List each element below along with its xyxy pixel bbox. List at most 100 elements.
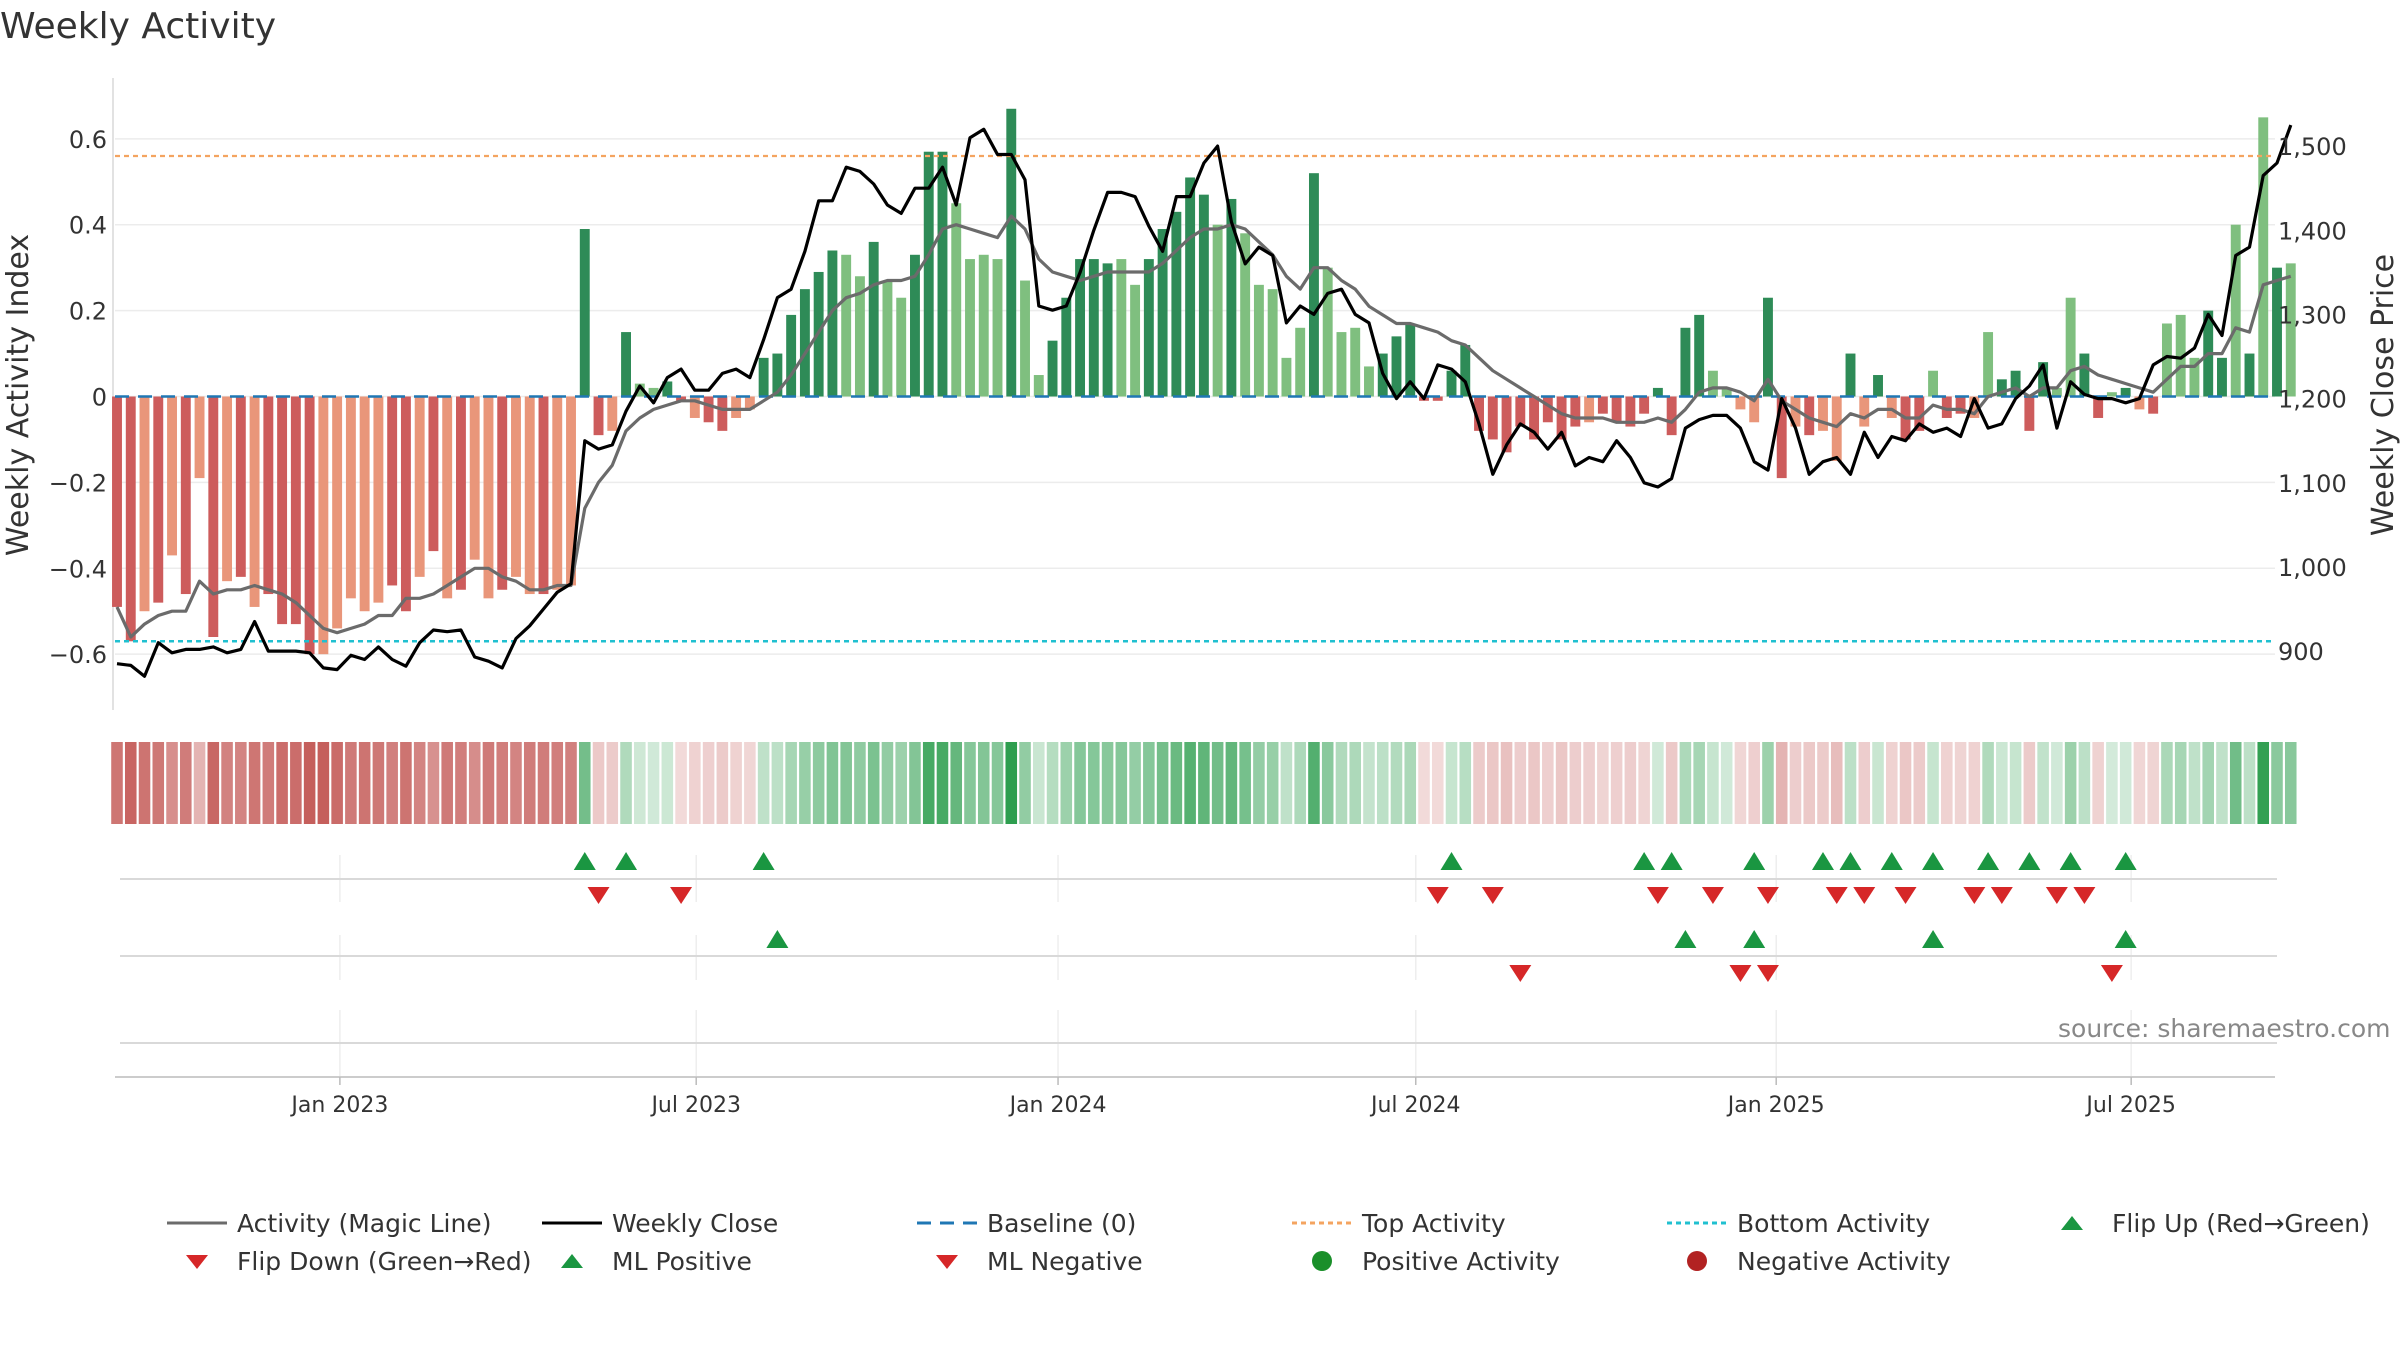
legend-item: Flip Down (Green→Red) — [165, 1246, 532, 1276]
heat-cell — [358, 742, 371, 824]
heat-cell — [565, 742, 577, 824]
activity-bar — [1198, 194, 1209, 397]
heat-cell — [2051, 742, 2063, 824]
legend-symbol — [1665, 1208, 1729, 1238]
heat-cell — [1115, 742, 1128, 824]
y-right-tick-label: 1,400 — [2278, 217, 2347, 245]
legend-item: Baseline (0) — [915, 1208, 1136, 1238]
flip-down-marker — [1894, 887, 1917, 904]
heat-cell — [895, 742, 907, 824]
activity-bar — [1749, 396, 1760, 423]
activity-bar — [1185, 177, 1196, 397]
heat-cell — [523, 742, 536, 824]
activity-bar — [2079, 353, 2090, 397]
heat-cell — [1528, 742, 1540, 824]
heat-cell — [1088, 742, 1100, 824]
heat-cell — [936, 742, 949, 824]
heat-cell — [757, 742, 770, 824]
heat-cell — [1583, 742, 1595, 824]
activity-bar — [1061, 297, 1072, 397]
heat-cell — [1954, 742, 1967, 824]
activity-bar — [442, 396, 453, 599]
ml-negative-marker — [1756, 965, 1779, 982]
heat-cell — [193, 742, 206, 824]
activity-bar — [2106, 392, 2117, 397]
activity-bar — [1928, 370, 1939, 397]
heat-cell — [2229, 742, 2242, 824]
heat-cell — [1720, 742, 1733, 824]
heat-cell — [2284, 742, 2297, 824]
heat-cell — [1390, 742, 1403, 824]
heat-cell — [1817, 742, 1829, 824]
flip-down-marker — [1825, 887, 1848, 904]
heat-cell — [1184, 742, 1196, 824]
activity-bar — [194, 396, 205, 479]
heat-cell — [496, 742, 509, 824]
heat-cell — [1211, 742, 1224, 824]
heat-cell — [1830, 742, 1843, 824]
heat-cell — [1321, 742, 1334, 824]
heat-cell — [2147, 742, 2159, 824]
heat-cell — [991, 742, 1004, 824]
heat-cell — [854, 742, 866, 824]
y-right-tick-label: 1,200 — [2278, 386, 2347, 414]
legend-symbol — [915, 1246, 979, 1276]
activity-bar — [1776, 396, 1787, 479]
heat-cell — [1665, 742, 1678, 824]
heat-cell — [661, 742, 674, 824]
activity-bar — [1680, 327, 1691, 397]
legend-symbol — [540, 1208, 604, 1238]
activity-bar — [799, 289, 810, 397]
legend-item: Activity (Magic Line) — [165, 1208, 491, 1238]
activity-bar — [304, 396, 315, 655]
heat-cell — [1459, 742, 1472, 824]
activity-bar — [1763, 297, 1773, 397]
heat-cell — [1046, 742, 1059, 824]
activity-bar — [235, 396, 246, 577]
heat-cell — [1266, 742, 1279, 824]
legend-symbol — [540, 1246, 604, 1276]
heat-cell — [675, 742, 687, 824]
heat-cell — [922, 742, 935, 824]
heat-cell — [606, 742, 619, 824]
activity-bar — [1983, 332, 1994, 397]
chart-title: Weekly Activity — [0, 6, 277, 47]
heat-cell — [2188, 742, 2201, 824]
heat-cell — [592, 742, 605, 824]
heat-cell — [262, 742, 275, 824]
y-right-axis-label: Weekly Close Price — [2366, 254, 2400, 536]
heat-cell — [1445, 742, 1458, 824]
activity-bar — [772, 353, 783, 397]
activity-bar — [524, 396, 535, 595]
activity-bar — [1405, 323, 1416, 397]
heat-cell — [1941, 742, 1953, 824]
heat-cell — [1198, 742, 1210, 824]
flip-up-marker — [1922, 852, 1945, 870]
y-right-tick-label: 1,300 — [2278, 301, 2347, 329]
activity-bar — [552, 396, 563, 590]
heat-cell — [2174, 742, 2187, 824]
activity-bar — [1886, 396, 1897, 418]
heat-cell — [799, 742, 811, 824]
activity-bar — [400, 396, 411, 612]
source-credit: source: sharemaestro.com — [2058, 1014, 2391, 1043]
activity-bar — [868, 241, 879, 397]
legend-label: Activity (Magic Line) — [237, 1208, 492, 1238]
heat-cell — [1404, 742, 1417, 824]
activity-bar — [1281, 357, 1292, 397]
heat-cell — [510, 742, 522, 824]
activity-bar — [1212, 224, 1223, 397]
ml-positive-marker — [766, 930, 789, 948]
activity-bar — [318, 396, 329, 655]
activity-bar — [290, 396, 301, 625]
heat-cell — [1652, 742, 1664, 824]
activity-bar — [992, 259, 1003, 397]
heat-cell — [468, 742, 481, 824]
ml-negative-marker — [2100, 965, 2123, 982]
heat-cell — [1555, 742, 1568, 824]
flip-down-marker — [670, 887, 693, 904]
y-right-tick-label: 1,500 — [2278, 133, 2347, 161]
flip-down-marker — [1756, 887, 1779, 904]
activity-bar — [634, 383, 645, 397]
heat-cell — [1101, 742, 1114, 824]
